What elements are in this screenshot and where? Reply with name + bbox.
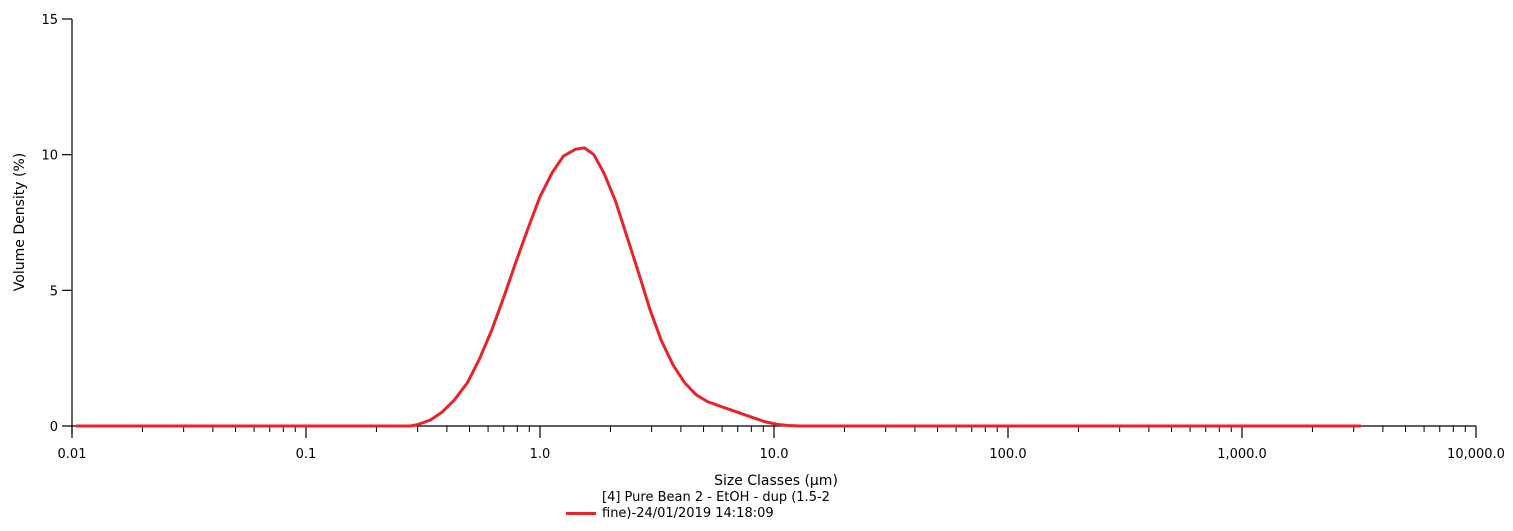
series-line — [75, 146, 1362, 428]
legend: [4] Pure Bean 2 - EtOH - dup (1.5-2 fine… — [566, 490, 902, 522]
x-tick-label: 0.01 — [58, 447, 87, 462]
y-axis-label: Volume Density (%) — [12, 153, 28, 291]
y-axis-ticks: 0 5 10 15 — [41, 13, 72, 435]
x-tick-label: 100.0 — [989, 447, 1026, 462]
y-tick-label: 15 — [41, 13, 58, 28]
x-tick-label: 10.0 — [760, 447, 789, 462]
x-tick-label: 10,000.0 — [1447, 447, 1505, 462]
x-tick-label: 0.1 — [296, 447, 317, 462]
y-tick-label: 0 — [50, 420, 58, 435]
series-group — [75, 146, 1362, 428]
y-tick-label: 5 — [50, 284, 58, 299]
x-tick-label: 1.0 — [530, 447, 551, 462]
y-tick-label: 10 — [41, 149, 58, 164]
x-axis-ticks: 0.01 0.1 1.0 10.0 100.0 1,000.0 10,000.0 — [58, 426, 1505, 462]
x-axis-label: Size Classes (μm) — [714, 473, 838, 489]
legend-entry: [4] Pure Bean 2 - EtOH - dup (1.5-2 fine… — [602, 490, 830, 521]
axes — [71, 19, 1476, 434]
x-tick-label: 1,000.0 — [1217, 447, 1267, 462]
legend-swatch — [566, 512, 596, 515]
